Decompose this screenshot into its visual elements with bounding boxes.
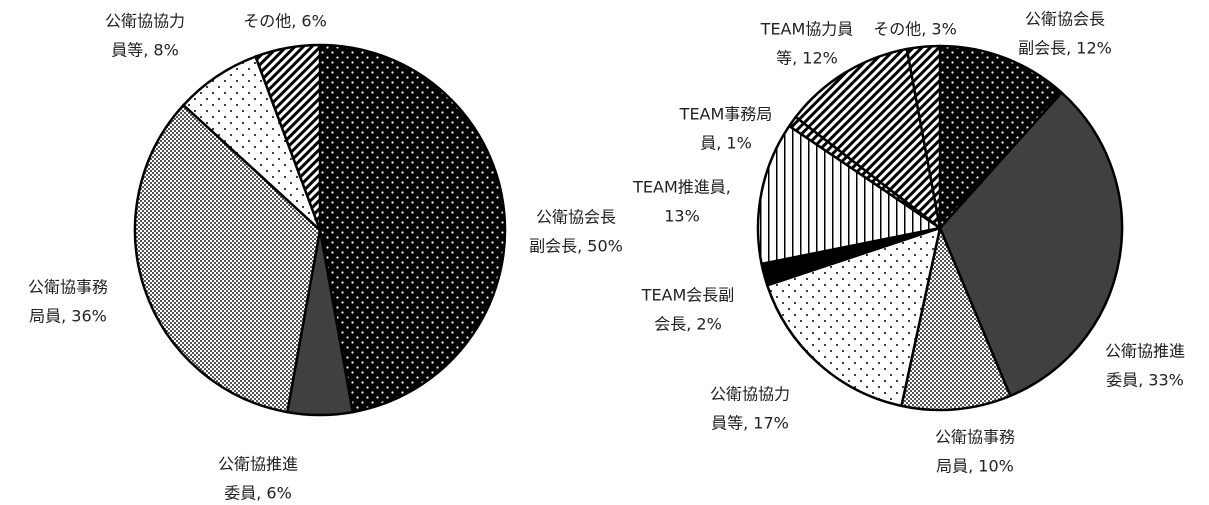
data-label: 公衛協協力 xyxy=(710,385,790,404)
data-label: TEAM推進員, xyxy=(632,178,731,197)
pie-slice xyxy=(133,103,322,414)
pie-slice xyxy=(766,226,942,408)
data-label: 局員, 36% xyxy=(29,307,107,326)
data-label: 等, 12% xyxy=(776,49,838,68)
data-label: 公衛協推進 xyxy=(218,455,298,474)
data-label: 公衛協会長 xyxy=(1025,10,1105,29)
data-label: 員, 1% xyxy=(700,134,752,153)
data-label: 副会長, 12% xyxy=(1018,39,1112,58)
data-label: 委員, 33% xyxy=(1106,371,1184,390)
data-label: 13% xyxy=(664,207,700,226)
pie-slice xyxy=(938,44,1063,230)
pie-slice xyxy=(794,47,942,230)
data-label: TEAM会長副 xyxy=(641,286,735,305)
pie-slice xyxy=(938,91,1124,398)
data-label: 公衛協会長 xyxy=(536,208,616,227)
data-label: 委員, 6% xyxy=(224,484,292,503)
data-label: 公衛協事務 xyxy=(28,278,108,297)
pie-slice xyxy=(905,44,942,230)
data-label: TEAM事務局 xyxy=(679,105,773,124)
pie-slice xyxy=(254,43,322,232)
data-label: その他, 6% xyxy=(243,12,327,31)
data-label: 公衛協協力 xyxy=(105,12,185,31)
pie-slice xyxy=(318,43,507,414)
data-label: その他, 3% xyxy=(873,20,957,39)
pie-slice xyxy=(756,124,942,266)
data-label: 員等, 17% xyxy=(711,414,789,433)
pie-slice xyxy=(900,226,1012,412)
data-label: 副会長, 50% xyxy=(529,237,623,256)
data-label: 公衛協事務 xyxy=(935,428,1015,447)
data-label: 員等, 8% xyxy=(111,41,179,60)
data-label: 公衛協推進 xyxy=(1105,342,1185,361)
data-label: 局員, 10% xyxy=(936,457,1014,476)
data-label: TEAM協力員 xyxy=(760,20,854,39)
data-label: 会長, 2% xyxy=(654,315,722,334)
